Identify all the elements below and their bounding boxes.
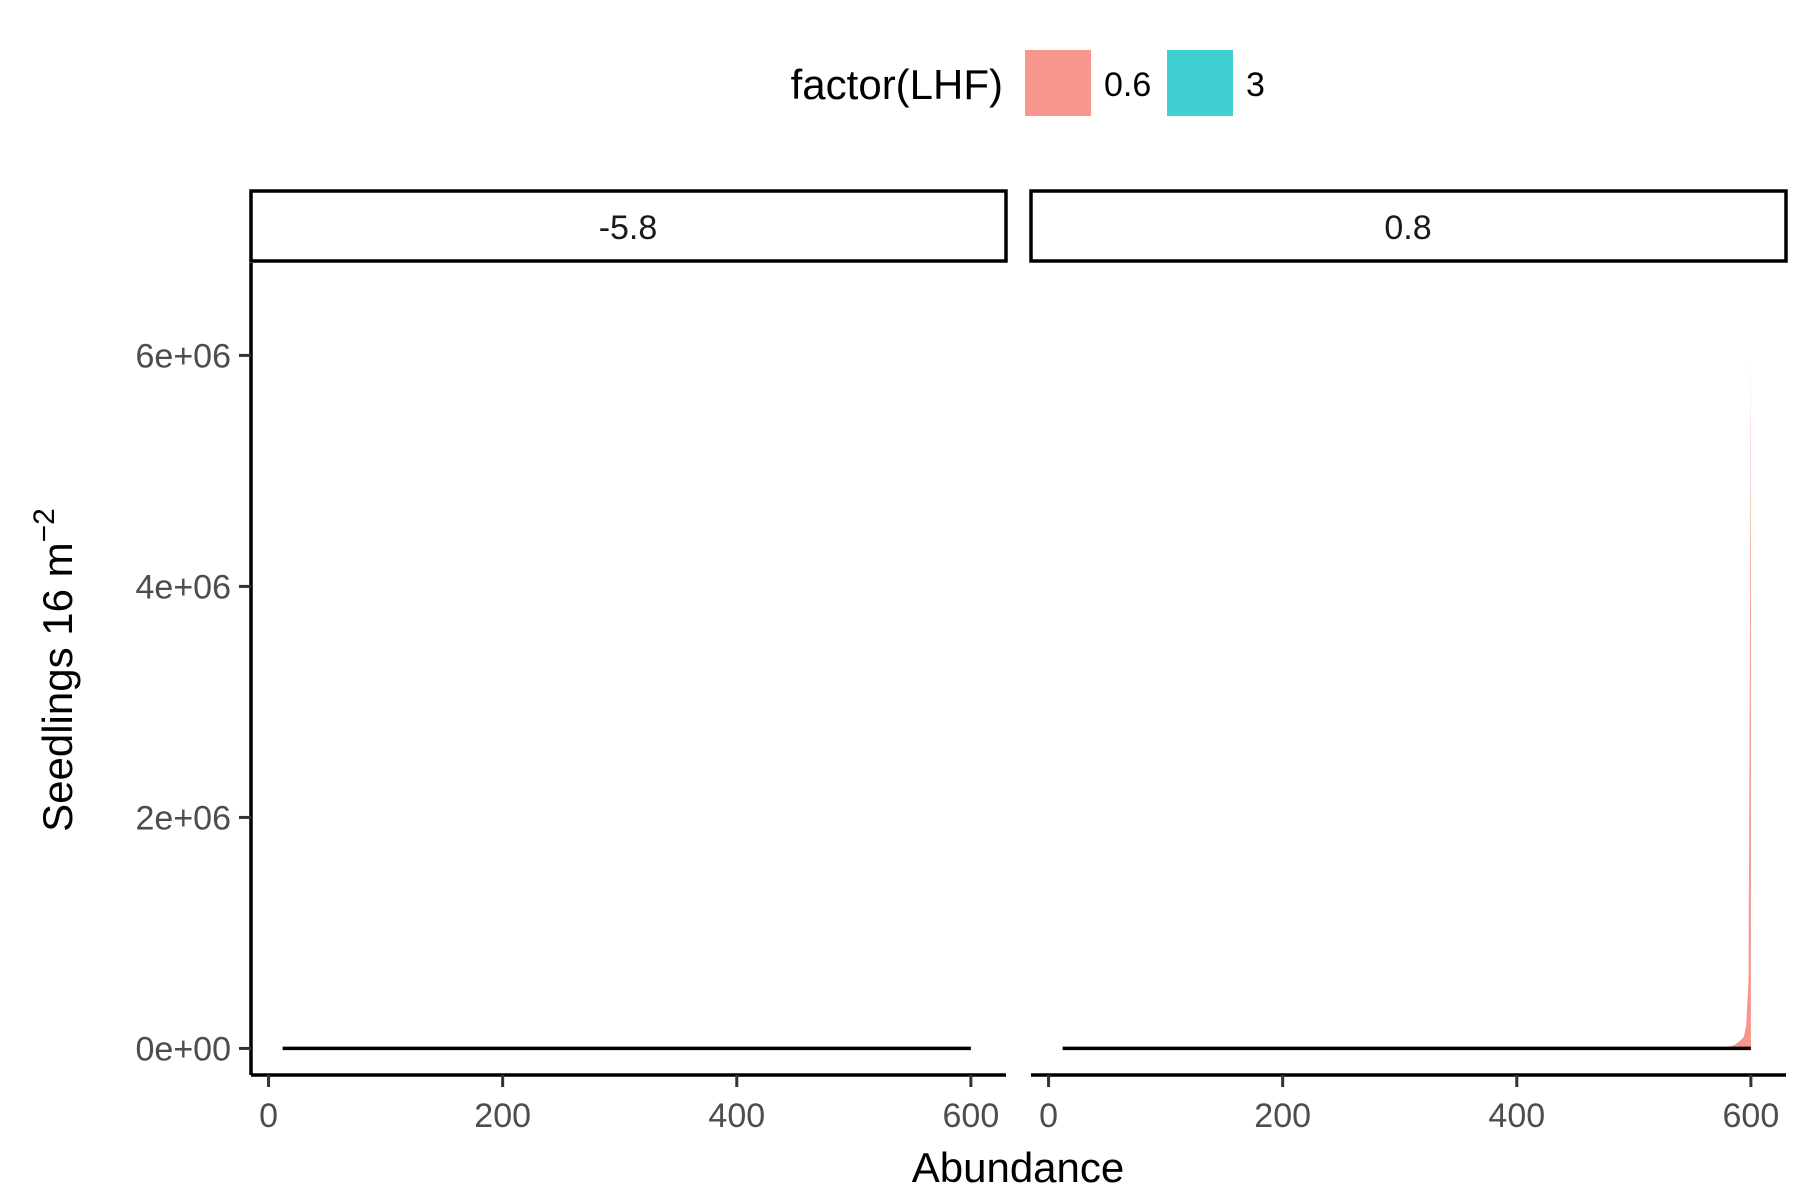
x-tick-label: 0 <box>1039 1097 1058 1135</box>
x-tick-label: 600 <box>1723 1097 1780 1135</box>
x-tick-label: 600 <box>943 1097 1000 1135</box>
legend-label-0.6: 0.6 <box>1104 66 1151 104</box>
y-tick-label: 2e+06 <box>136 799 232 837</box>
facet-strip-label-2: 0.8 <box>1384 209 1431 247</box>
x-axis-title: Abundance <box>912 1144 1125 1191</box>
y-tick-label: 6e+06 <box>136 337 232 375</box>
y-axis-title-superscript: −2 <box>28 508 61 542</box>
legend-title: factor(LHF) <box>791 61 1003 108</box>
y-tick-label: 0e+00 <box>136 1030 232 1068</box>
facet-strip-label-1: -5.8 <box>599 209 658 247</box>
legend-label-3: 3 <box>1246 66 1265 104</box>
legend-key-3 <box>1167 50 1233 116</box>
facet-strip-box-1 <box>249 189 1008 263</box>
legend-key-0.6 <box>1025 50 1091 116</box>
y-axis-title-main: Seedlings 16 m <box>34 542 81 832</box>
x-axis-panel-2: 0 200 400 600 <box>1031 1073 1786 1135</box>
facet-strip-box-2 <box>1029 189 1788 263</box>
x-tick-label: 400 <box>708 1097 765 1135</box>
y-axis: 0e+00 2e+06 4e+06 6e+06 <box>136 263 253 1075</box>
x-axis-panel-1: 0 200 400 600 <box>251 1073 1006 1135</box>
x-tick-label: 200 <box>474 1097 531 1135</box>
y-axis-title: Seedlings 16 m−2 <box>28 508 81 832</box>
y-tick-label: 4e+06 <box>136 568 232 606</box>
legend: factor(LHF) 0.6 3 <box>791 50 1265 116</box>
x-tick-label: 400 <box>1488 1097 1545 1135</box>
x-tick-label: 0 <box>259 1097 278 1135</box>
facet-strip-2: 0.8 <box>1029 189 1788 263</box>
x-tick-label: 200 <box>1254 1097 1311 1135</box>
facet-panel-2 <box>1062 355 1751 1051</box>
facet-strip-1: -5.8 <box>249 189 1008 263</box>
